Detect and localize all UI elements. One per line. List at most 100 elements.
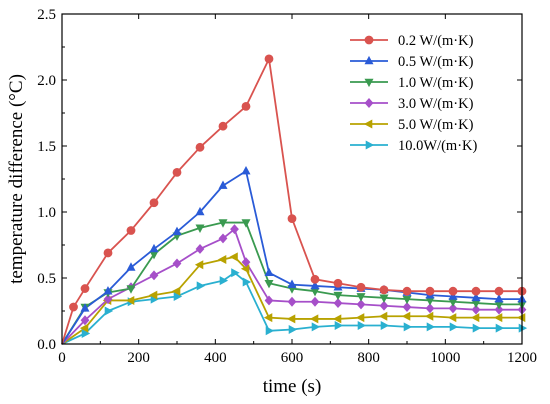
data-point (425, 303, 435, 314)
data-point (379, 300, 389, 311)
legend-item: 1.0 W/(m·K) (350, 75, 474, 91)
legend-marker (365, 140, 375, 150)
x-tick-label: 800 (357, 350, 380, 366)
data-point (230, 224, 239, 235)
data-point (310, 274, 320, 284)
data-point (264, 295, 274, 306)
data-point (402, 302, 412, 312)
data-point (218, 180, 228, 189)
legend-label: 3.0 W/(m·K) (398, 96, 474, 112)
y-axis-title: temperature difference (°C) (6, 74, 27, 284)
data-point (195, 224, 205, 233)
data-point (333, 278, 343, 288)
data-point (471, 304, 481, 315)
data-point (173, 291, 183, 301)
legend-label: 0.2 W/(m·K) (398, 33, 474, 49)
data-point (218, 121, 228, 131)
data-point (448, 303, 458, 314)
data-point (311, 322, 321, 332)
x-tick-label: 200 (127, 350, 150, 366)
data-point (241, 257, 251, 268)
legend: 0.2 W/(m·K) 0.5 W/(m·K) 1.0 W/(m·K) 3.0 W/(… (350, 33, 477, 154)
legend-item: 3.0 W/(m·K) (350, 96, 474, 112)
data-point (471, 292, 481, 302)
data-point (310, 280, 320, 290)
data-point (379, 285, 389, 295)
series-markers (69, 54, 528, 338)
data-point (218, 233, 228, 244)
data-point (103, 248, 113, 258)
legend-item: 10.0W/(m·K) (350, 138, 477, 154)
data-point (424, 311, 434, 321)
data-point (195, 142, 205, 152)
data-point (80, 315, 90, 326)
legend-label: 10.0W/(m·K) (398, 138, 477, 154)
data-point (402, 295, 412, 305)
data-point (79, 323, 89, 333)
data-point (287, 214, 297, 224)
data-point (231, 268, 240, 278)
y-tick-label: 0.5 (37, 271, 56, 287)
data-point (219, 276, 229, 286)
data-point (288, 324, 298, 334)
data-point (448, 286, 458, 296)
y-tick-label: 1.5 (37, 139, 56, 155)
legend-marker (363, 119, 373, 129)
data-point (172, 258, 182, 269)
data-point (241, 165, 251, 175)
data-point (264, 279, 274, 289)
x-tick-label: 600 (281, 350, 304, 366)
data-point (196, 281, 206, 291)
data-point (402, 286, 412, 296)
series-line-1 (61, 57, 522, 345)
data-point (356, 293, 366, 302)
data-point (472, 323, 482, 333)
data-point (403, 322, 413, 332)
legend-label: 5.0 W/(m·K) (398, 117, 474, 133)
x-tick-label: 0 (58, 350, 66, 366)
data-point (195, 244, 205, 254)
axis-ticks: 0 200 400 600 800 1000 1200 0.0 0.5 1.0 1.5 2.0 2.5 (37, 7, 537, 366)
y-tick-label: 0.0 (37, 337, 56, 353)
data-point (264, 54, 274, 64)
data-point (103, 294, 113, 305)
data-point (265, 326, 275, 336)
data-point (356, 299, 366, 310)
data-point (286, 314, 296, 324)
data-point (69, 302, 78, 312)
data-point (229, 252, 238, 262)
legend-item: 5.0 W/(m·K) (350, 117, 474, 133)
data-point (287, 279, 297, 288)
data-point (333, 291, 343, 301)
data-point (310, 296, 320, 307)
data-point (218, 219, 228, 228)
data-point (80, 284, 90, 293)
data-point (240, 264, 250, 274)
data-point (378, 311, 388, 321)
data-point (493, 313, 503, 323)
data-point (217, 255, 227, 265)
data-point (518, 323, 528, 333)
data-point (126, 262, 136, 271)
data-point (494, 293, 504, 303)
y-tick-label: 2.0 (37, 73, 56, 89)
x-axis-title: time (s) (263, 376, 322, 397)
data-point (334, 321, 344, 331)
legend-marker (364, 55, 374, 65)
data-point (103, 286, 113, 295)
data-point (333, 298, 343, 309)
data-point (449, 322, 459, 332)
data-point (355, 313, 365, 323)
data-point (356, 282, 366, 292)
data-point (332, 314, 342, 324)
data-point (495, 323, 505, 333)
data-point (447, 313, 457, 323)
data-point (149, 198, 159, 208)
data-point (357, 321, 367, 331)
data-point (309, 314, 319, 324)
data-point (126, 226, 136, 235)
data-point (494, 286, 504, 296)
x-tick-label: 1000 (430, 350, 460, 366)
data-point (379, 294, 389, 303)
data-point (125, 295, 135, 305)
